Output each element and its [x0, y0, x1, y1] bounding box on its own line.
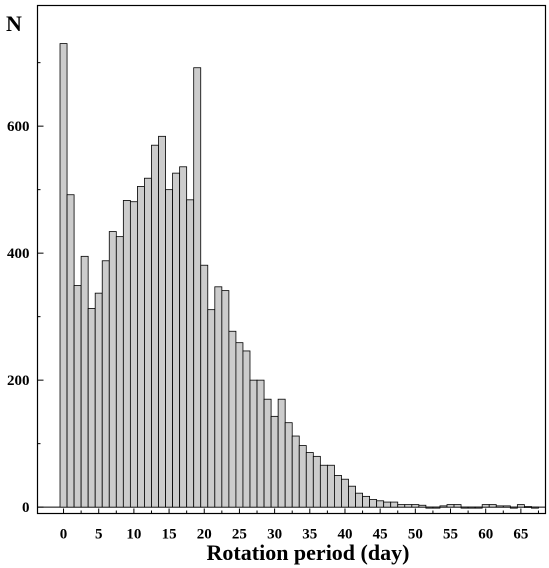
- bar-38: [326, 464, 335, 508]
- x-tick-label-60: 60: [478, 527, 493, 543]
- bar-45: [376, 500, 385, 508]
- bar-52: [425, 506, 434, 509]
- bar-2: [73, 285, 82, 508]
- bar-30: [270, 415, 279, 508]
- bar-53: [432, 506, 441, 509]
- bar-6: [101, 260, 110, 508]
- bar-61: [488, 504, 497, 508]
- plot-frame: [36, 4, 547, 515]
- bar-7: [108, 231, 117, 508]
- bar-14: [158, 135, 166, 508]
- bar-67: [531, 506, 539, 509]
- bar-15: [165, 189, 173, 508]
- bar-66: [523, 506, 532, 508]
- x-tick-label-5: 5: [95, 527, 103, 543]
- bar-21: [207, 309, 216, 508]
- bar-11: [137, 186, 145, 508]
- bar-33: [291, 435, 300, 508]
- x-tick-label-40: 40: [337, 527, 352, 543]
- x-tick-label-45: 45: [373, 527, 388, 543]
- bar-10: [129, 201, 138, 508]
- x-tick-label-10: 10: [126, 527, 141, 543]
- bars-group: [37, 43, 546, 509]
- bar-9: [122, 200, 131, 508]
- x-tick-label-15: 15: [162, 527, 177, 543]
- bar-55: [446, 504, 455, 508]
- bar-29: [263, 398, 272, 508]
- x-tick-label-35: 35: [302, 527, 317, 543]
- bar-47: [390, 501, 399, 508]
- bar-58: [467, 506, 476, 509]
- bar-32: [284, 422, 293, 508]
- bar-40: [341, 478, 349, 508]
- bar-54: [439, 505, 448, 508]
- bar-23: [221, 290, 230, 508]
- x-tick-label-30: 30: [267, 527, 282, 543]
- bar-12: [144, 177, 152, 508]
- bar-13: [151, 144, 159, 508]
- x-axis: 0 5 10 15 20 25 30 35 40 45 50 55 60 65: [60, 508, 539, 543]
- y-tick-label-400: 400: [7, 246, 30, 262]
- bar-42: [355, 492, 363, 508]
- bar-65: [516, 504, 525, 508]
- bar-59: [474, 506, 483, 509]
- bar-64: [509, 506, 518, 509]
- bar-1: [66, 194, 75, 508]
- bar-35: [305, 452, 314, 508]
- bar-25: [235, 342, 244, 508]
- bar-63: [502, 505, 511, 508]
- bar-22: [214, 286, 223, 508]
- x-tick-label-65: 65: [513, 527, 528, 543]
- bar-17: [179, 166, 188, 508]
- bar-31: [277, 398, 286, 508]
- bar-56: [453, 504, 462, 508]
- bar-28: [256, 379, 265, 508]
- bar-4: [87, 307, 96, 508]
- bar-62: [495, 505, 504, 508]
- bar-34: [298, 445, 307, 508]
- bar-41: [348, 485, 356, 508]
- bar-57: [460, 506, 469, 509]
- x-tick-label-0: 0: [60, 527, 68, 543]
- bar-37: [319, 464, 328, 508]
- bar-16: [172, 172, 181, 508]
- bar-8: [115, 236, 124, 508]
- bar-46: [383, 501, 392, 508]
- x-axis-title: Rotation period (day): [207, 540, 410, 565]
- bar-19: [193, 67, 202, 508]
- y-tick-label-600: 600: [7, 119, 30, 135]
- x-tick-label-55: 55: [443, 527, 458, 543]
- bar-44: [369, 499, 378, 508]
- bar-0: [59, 43, 68, 508]
- x-tick-label-20: 20: [197, 527, 212, 543]
- bar-43: [362, 495, 370, 508]
- bar-5: [94, 292, 103, 508]
- bar-26: [242, 350, 251, 508]
- bar-60: [481, 504, 490, 508]
- y-axis-title: N: [6, 11, 22, 36]
- bar-27: [249, 379, 258, 508]
- y-axis: 0 200 400 600: [7, 62, 44, 516]
- bar-48: [397, 504, 406, 508]
- x-tick-label-50: 50: [408, 527, 423, 543]
- x-tick-label-25: 25: [232, 527, 247, 543]
- bar-3: [80, 255, 89, 508]
- y-tick-label-200: 200: [7, 373, 30, 389]
- bar-24: [228, 330, 237, 508]
- y-tick-label-0: 0: [22, 500, 30, 516]
- bar-49: [404, 504, 413, 508]
- bar-39: [334, 474, 342, 508]
- bar-20: [200, 264, 209, 508]
- bar-51: [418, 504, 427, 508]
- bar-36: [312, 455, 321, 508]
- bar-50: [411, 504, 420, 508]
- bar-18: [186, 199, 195, 508]
